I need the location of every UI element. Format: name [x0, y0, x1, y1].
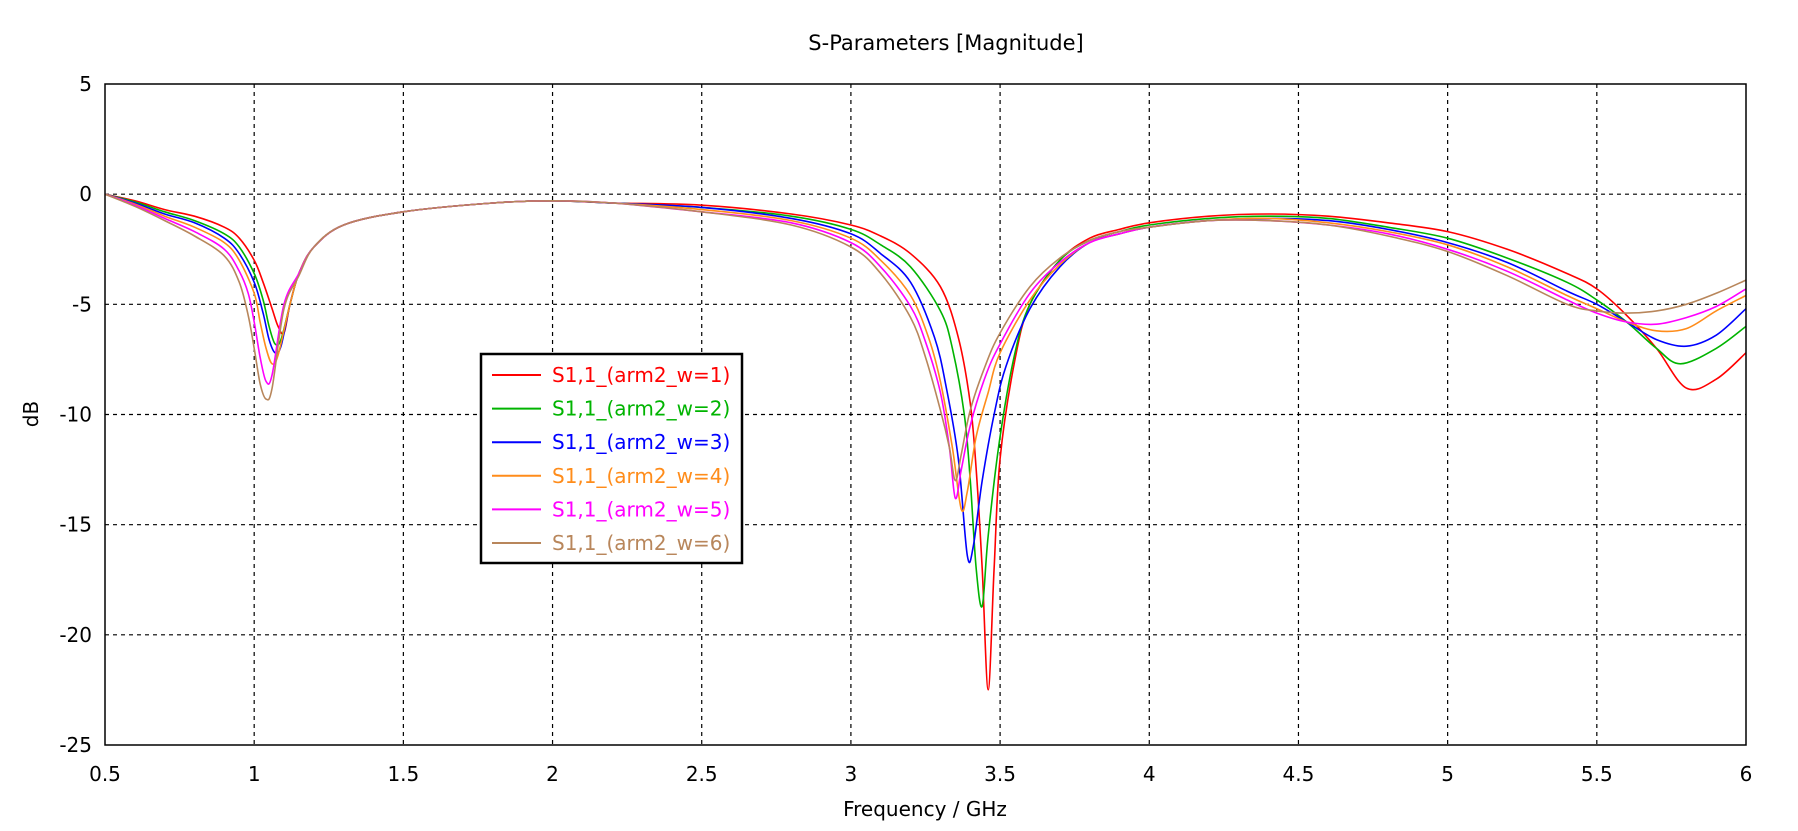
series-group — [104, 193, 1747, 691]
series-line-w4 — [104, 193, 1747, 513]
y-axis-ticks: 5 0 -5 -10 -15 -20 -25 — [59, 72, 92, 757]
y-tick-label: -25 — [59, 733, 92, 757]
x-tick-label: 6 — [1740, 762, 1753, 786]
legend-label: S1,1_(arm2_w=6) — [552, 531, 730, 555]
legend-label: S1,1_(arm2_w=3) — [552, 430, 730, 454]
x-axis-label: Frequency / GHz — [843, 797, 1007, 821]
x-tick-label: 0.5 — [89, 762, 121, 786]
y-tick-label: 0 — [79, 182, 92, 206]
x-tick-label: 4.5 — [1283, 762, 1315, 786]
series-line-w1 — [104, 193, 1747, 691]
x-tick-label: 3 — [845, 762, 858, 786]
x-tick-label: 1 — [248, 762, 261, 786]
legend-label: S1,1_(arm2_w=1) — [552, 363, 730, 387]
series-line-w5 — [104, 193, 1747, 500]
legend-label: S1,1_(arm2_w=4) — [552, 464, 730, 488]
x-tick-label: 5.5 — [1581, 762, 1613, 786]
legend-label: S1,1_(arm2_w=2) — [552, 397, 730, 421]
x-tick-label: 2 — [546, 762, 559, 786]
y-axis-label: dB — [19, 401, 43, 427]
y-tick-label: -5 — [72, 292, 92, 316]
legend-label: S1,1_(arm2_w=5) — [552, 497, 730, 521]
x-axis-ticks: 0.5 1 1.5 2 2.5 3 3.5 4 4.5 5 5.5 6 — [89, 762, 1752, 786]
x-tick-label: 1.5 — [387, 762, 419, 786]
series-line-w3 — [104, 193, 1747, 564]
chart-title: S-Parameters [Magnitude] — [808, 31, 1083, 55]
y-tick-label: 5 — [79, 72, 92, 96]
series-line-w2 — [104, 193, 1747, 608]
x-tick-label: 2.5 — [686, 762, 718, 786]
y-tick-label: -10 — [59, 403, 92, 427]
x-tick-label: 4 — [1143, 762, 1156, 786]
x-tick-label: 3.5 — [984, 762, 1016, 786]
plot-frame — [104, 83, 1747, 746]
y-tick-label: -20 — [59, 623, 92, 647]
y-tick-label: -15 — [59, 513, 92, 537]
legend: S1,1_(arm2_w=1) S1,1_(arm2_w=2) S1,1_(arm2… — [479, 352, 744, 565]
series-line-w6 — [104, 193, 1747, 482]
legend-box — [479, 352, 744, 565]
x-tick-label: 5 — [1441, 762, 1454, 786]
